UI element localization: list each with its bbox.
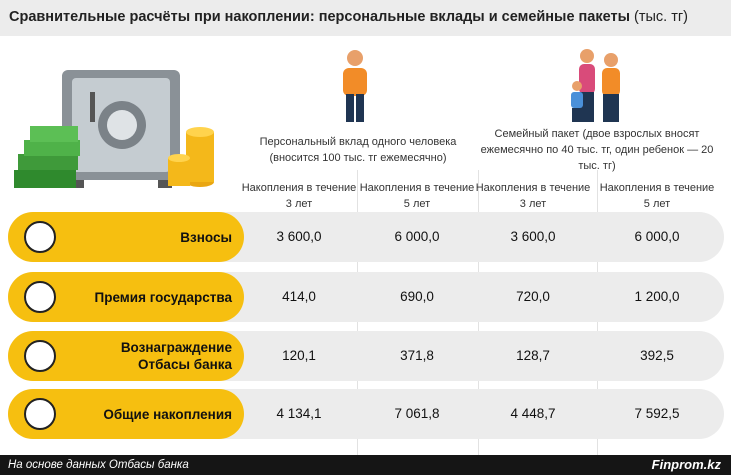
cell-value: 690,0 [400, 289, 434, 304]
cell-value: 3 600,0 [276, 229, 322, 244]
cell-value: 6 000,0 [394, 229, 440, 244]
group-header: Персональный вклад одного человека (внос… [259, 136, 457, 164]
footer-brand: Finprom.kz [651, 457, 721, 472]
cell-value: 392,5 [640, 348, 674, 363]
family-icon [571, 49, 620, 122]
group-header: Семейный пакет (двое взрослых вносят еже… [480, 128, 714, 172]
unit: (тыс. тг) [634, 9, 688, 25]
icon-shape [24, 281, 56, 313]
column-header: Накопления в течение 3 лет [241, 182, 357, 210]
cell-value: 3 600,0 [510, 229, 556, 244]
column-header: Накопления в течение 5 лет [359, 182, 475, 210]
icon-shape [24, 398, 56, 430]
cell-value: 720,0 [516, 289, 550, 304]
safe-illustration [14, 70, 214, 188]
row-icon [24, 221, 56, 253]
footer-bar [0, 455, 731, 475]
column-header: Накопления в течение 5 лет [599, 182, 715, 210]
row-label: Вознаграждение Отбасы банка [120, 340, 232, 372]
cell-value: 7 061,8 [394, 406, 440, 421]
column-header: Накопления в течение 3 лет [475, 182, 591, 210]
row-icon [24, 398, 56, 430]
cell-value: 371,8 [400, 348, 434, 363]
row-icon [24, 340, 56, 372]
cell-value: 128,7 [516, 348, 550, 363]
cell-value: 6 000,0 [634, 229, 680, 244]
icon-shape [24, 340, 56, 372]
footer-source: На основе данных Отбасы банка [8, 459, 189, 471]
cell-value: 120,1 [282, 348, 316, 363]
header-bar [0, 0, 731, 36]
icon-shape [24, 221, 56, 253]
row-label: Премия государства [94, 289, 232, 305]
cell-value: 7 592,5 [634, 406, 680, 421]
row-icon [24, 281, 56, 313]
cell-value: 414,0 [282, 289, 316, 304]
cell-value: 4 134,1 [276, 406, 322, 421]
cell-value: 4 448,7 [510, 406, 556, 421]
row-label: Взносы [180, 229, 232, 245]
title: Сравнительные расчёты при накоплении: пе… [9, 9, 688, 25]
row-label: Общие накопления [103, 406, 232, 422]
person-icon [343, 50, 367, 122]
cell-value: 1 200,0 [634, 289, 680, 304]
title-text: Сравнительные расчёты при накоплении: пе… [9, 9, 630, 25]
